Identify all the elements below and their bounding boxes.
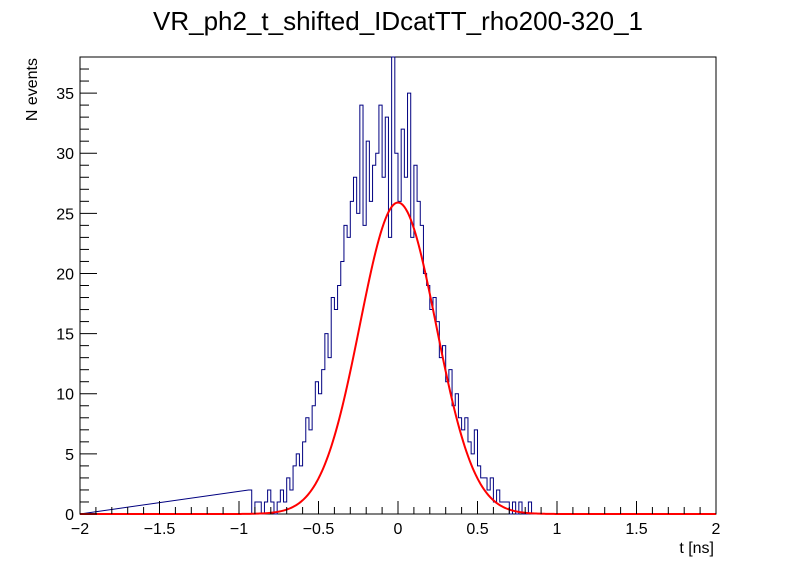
gaussian-fit-curve xyxy=(80,201,716,515)
y-axis-label: N events xyxy=(24,58,41,121)
histogram-bin xyxy=(452,406,455,514)
histogram-bin xyxy=(404,177,407,514)
x-tick-label: −2 xyxy=(71,521,89,538)
histogram-bin xyxy=(341,261,344,514)
histogram-bin xyxy=(433,298,436,514)
histogram-bin xyxy=(446,382,449,514)
histogram-bin xyxy=(423,273,426,514)
histogram-bin xyxy=(357,213,360,514)
histogram-series xyxy=(79,56,716,515)
histogram-bin xyxy=(338,286,341,515)
x-tick-label: 1.5 xyxy=(625,521,647,538)
histogram-bin xyxy=(439,358,442,514)
y-tick-label: 20 xyxy=(56,266,74,283)
histogram-bin xyxy=(376,153,379,514)
x-axis: −2 −1.5 −1 −0.5 0 0.5 1 1.5 2 xyxy=(71,501,721,538)
histogram-bin xyxy=(430,310,433,514)
y-axis: 0 5 10 15 20 25 30 35 xyxy=(56,56,97,524)
y-tick-label: 5 xyxy=(65,447,74,464)
plot-area: −2 −1.5 −1 −0.5 0 0.5 1 1.5 2 0 5 10 15 20 25 30 35 xyxy=(56,56,721,538)
histogram-bin xyxy=(309,430,312,514)
x-tick-label: −0.5 xyxy=(303,521,335,538)
histogram-bin xyxy=(500,502,503,514)
x-axis-label: t [ns] xyxy=(679,540,714,557)
x-tick-label: 0 xyxy=(394,521,403,538)
histogram-bin xyxy=(319,394,322,514)
x-tick-label: 0.5 xyxy=(466,521,488,538)
gaussian-fit-series xyxy=(80,201,716,515)
histogram-bin xyxy=(398,201,401,514)
y-tick-label: 15 xyxy=(56,327,74,344)
histogram-bin xyxy=(388,237,391,514)
x-tick-label: 1 xyxy=(553,521,562,538)
x-tick-label: −1 xyxy=(230,521,248,538)
chart-title: VR_ph2_t_shifted_IDcatTT_rho200-320_1 xyxy=(153,6,643,36)
histogram-bin xyxy=(328,358,331,514)
plot-frame xyxy=(79,56,717,515)
histogram-outline xyxy=(79,56,716,515)
x-tick-label: −1.5 xyxy=(144,521,176,538)
histogram-bin xyxy=(411,237,414,514)
histogram-bin xyxy=(369,201,372,514)
y-tick-label: 10 xyxy=(56,387,74,404)
y-tick-label: 0 xyxy=(65,507,74,524)
histogram-bin xyxy=(395,153,398,514)
histogram-bin xyxy=(427,286,430,515)
histogram-bin xyxy=(344,225,347,514)
histogram-bin xyxy=(290,490,293,514)
y-tick-label: 30 xyxy=(56,146,74,163)
histogram-bin xyxy=(363,225,366,514)
histogram-bin xyxy=(334,310,337,514)
y-tick-label: 35 xyxy=(56,86,74,103)
histogram-bin xyxy=(373,165,376,514)
x-tick-label: 2 xyxy=(712,521,721,538)
histogram-bin xyxy=(299,466,302,514)
y-tick-label: 25 xyxy=(56,206,74,223)
